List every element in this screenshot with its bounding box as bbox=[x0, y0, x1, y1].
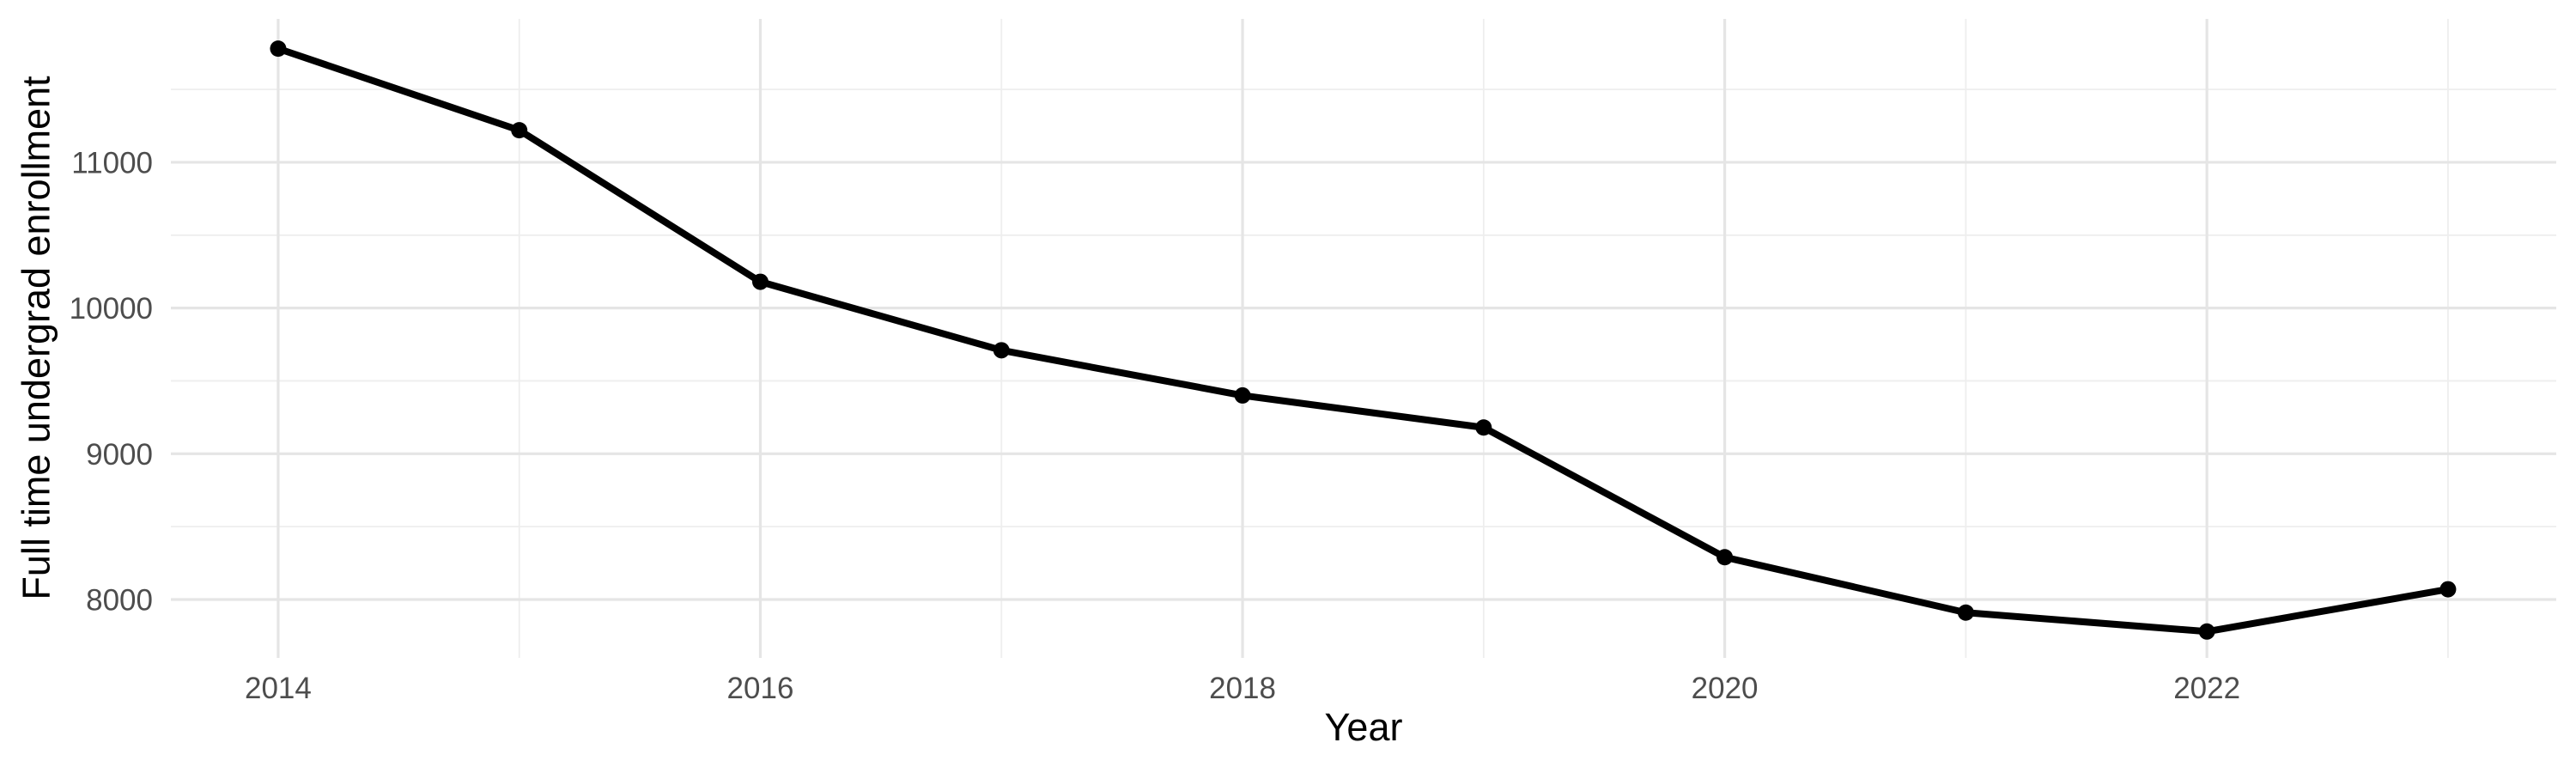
data-point bbox=[2198, 623, 2215, 640]
x-tick-label: 2016 bbox=[727, 672, 794, 705]
series-line bbox=[276, 45, 2449, 636]
y-axis-title: Full time undergrad enrollment bbox=[14, 76, 58, 600]
data-point bbox=[751, 273, 769, 290]
x-tick-label: 2018 bbox=[1209, 672, 1276, 705]
y-tick-label: 10000 bbox=[70, 292, 153, 326]
data-point bbox=[1957, 604, 1974, 621]
x-tick-label: 2022 bbox=[2173, 672, 2240, 705]
data-point bbox=[270, 40, 287, 58]
y-tick-label: 11000 bbox=[71, 147, 153, 180]
x-axis-title: Year bbox=[1324, 705, 1403, 749]
y-tick-label: 9000 bbox=[86, 438, 153, 472]
data-point bbox=[511, 122, 528, 139]
data-point bbox=[1716, 549, 1734, 566]
data-point bbox=[1234, 386, 1251, 404]
data-point bbox=[1475, 419, 1492, 436]
data-point bbox=[993, 342, 1010, 359]
x-tick-label: 2020 bbox=[1692, 672, 1759, 705]
data-point bbox=[2439, 581, 2457, 598]
y-tick-label: 8000 bbox=[86, 584, 153, 618]
x-tick-label: 2014 bbox=[245, 672, 312, 705]
